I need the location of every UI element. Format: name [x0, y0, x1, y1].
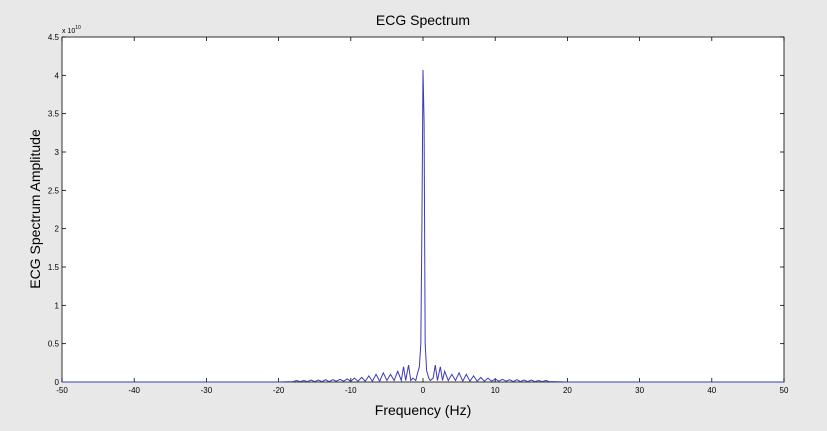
y-tick-label-6: 3 [55, 148, 60, 157]
y-tick-label-9: 4.5 [48, 33, 60, 42]
x-tick-label-7: 20 [563, 386, 572, 395]
x-tick-label-0: -50 [56, 386, 68, 395]
x-tick-label-3: -20 [273, 386, 285, 395]
y-tick-label-0: 0 [55, 378, 60, 387]
y-exponent-label: x 1010 [62, 25, 81, 35]
axis-tick-labels: -50 -40 -30 -20 -10 0 10 20 30 40 50 0 0.5 1 1.5 2 2.5 3 3… [48, 33, 789, 395]
y-tick-label-4: 2 [55, 225, 60, 234]
x-axis-label: Frequency (Hz) [375, 402, 471, 418]
y-tick-label-2: 1 [55, 301, 60, 310]
x-tick-label-9: 40 [707, 386, 716, 395]
y-tick-label-3: 1.5 [48, 263, 60, 272]
y-exponent-power: 10 [75, 25, 81, 31]
y-axis-label: ECG Spectrum Amplitude [27, 129, 43, 289]
x-tick-label-6: 10 [491, 386, 500, 395]
x-tick-label-10: 50 [780, 386, 789, 395]
y-tick-label-7: 3.5 [48, 110, 60, 119]
y-tick-label-8: 4 [55, 71, 60, 80]
x-tick-label-2: -30 [201, 386, 213, 395]
x-tick-label-5: 0 [421, 386, 426, 395]
y-tick-label-5: 2.5 [48, 186, 60, 195]
y-tick-label-1: 0.5 [48, 340, 60, 349]
y-exponent-base: x 10 [62, 28, 75, 35]
x-tick-label-8: 30 [635, 386, 644, 395]
x-tick-label-4: -10 [345, 386, 357, 395]
series-line [62, 69, 784, 383]
chart-title: ECG Spectrum [376, 12, 470, 28]
x-tick-label-1: -40 [128, 386, 140, 395]
